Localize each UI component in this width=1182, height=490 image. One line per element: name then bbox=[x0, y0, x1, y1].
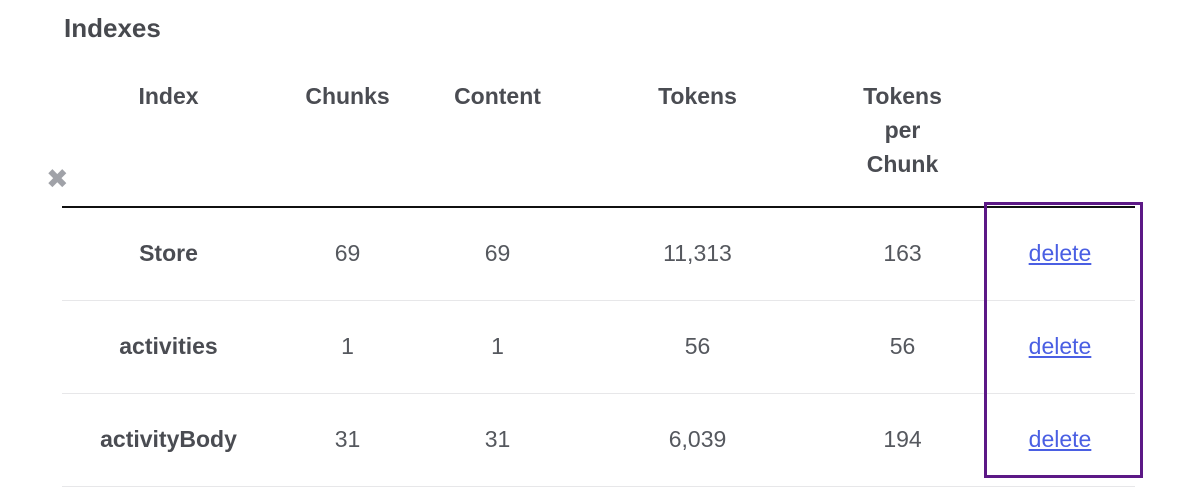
delete-link[interactable]: delete bbox=[1028, 240, 1092, 267]
index-name-cell: Store bbox=[139, 240, 198, 267]
table-row: activityBody 31 31 6,039 194 delete bbox=[62, 393, 1135, 486]
delete-link[interactable]: delete bbox=[1028, 426, 1092, 452]
tokens-cell: 56 bbox=[684, 333, 711, 359]
action-cell: delete bbox=[985, 207, 1135, 300]
column-header-tokens-label: Tokens bbox=[658, 83, 737, 109]
column-header-content-label: Content bbox=[454, 83, 541, 109]
action-cell: delete bbox=[985, 393, 1135, 486]
tokens-per-chunk-cell: 194 bbox=[883, 426, 922, 452]
tokens-cell: 6,039 bbox=[668, 426, 727, 452]
column-header-chunks-label: Chunks bbox=[305, 83, 390, 109]
column-header-tokens-per-chunk-label: Tokens per Chunk bbox=[863, 83, 942, 177]
chunks-cell: 1 bbox=[341, 333, 354, 359]
index-name-cell: activities bbox=[119, 333, 218, 359]
column-header-index: Index bbox=[62, 75, 275, 207]
tokens-cell: 11,313 bbox=[663, 240, 732, 267]
content-cell: 31 bbox=[484, 426, 511, 452]
tokens-per-chunk-cell: 163 bbox=[883, 240, 922, 267]
chunks-cell: 69 bbox=[334, 240, 361, 267]
table-header-row: Index Chunks Content Tokens Tokens per C… bbox=[62, 75, 1135, 207]
action-cell: delete bbox=[985, 300, 1135, 393]
column-header-index-label: Index bbox=[138, 83, 199, 109]
table-body: Store 69 69 11,313 163 delete activities… bbox=[62, 207, 1135, 486]
column-header-tokens: Tokens bbox=[575, 75, 820, 207]
table-row: activities 1 1 56 56 delete bbox=[62, 300, 1135, 393]
column-header-tokens-per-chunk: Tokens per Chunk bbox=[820, 75, 985, 207]
close-icon[interactable]: ✖ bbox=[46, 164, 69, 194]
column-header-content: Content bbox=[420, 75, 575, 207]
column-header-chunks: Chunks bbox=[275, 75, 420, 207]
delete-link[interactable]: delete bbox=[1028, 333, 1092, 359]
table-header: Index Chunks Content Tokens Tokens per C… bbox=[62, 75, 1135, 207]
indexes-table: Index Chunks Content Tokens Tokens per C… bbox=[62, 75, 1135, 487]
index-name-cell: activityBody bbox=[100, 426, 237, 452]
column-header-actions bbox=[985, 75, 1135, 207]
chunks-cell: 31 bbox=[334, 426, 361, 452]
content-cell: 69 bbox=[484, 240, 511, 267]
page-title: Indexes bbox=[64, 13, 161, 43]
content-cell: 1 bbox=[491, 333, 504, 359]
table-row: Store 69 69 11,313 163 delete bbox=[62, 207, 1135, 300]
tokens-per-chunk-cell: 56 bbox=[889, 333, 916, 359]
